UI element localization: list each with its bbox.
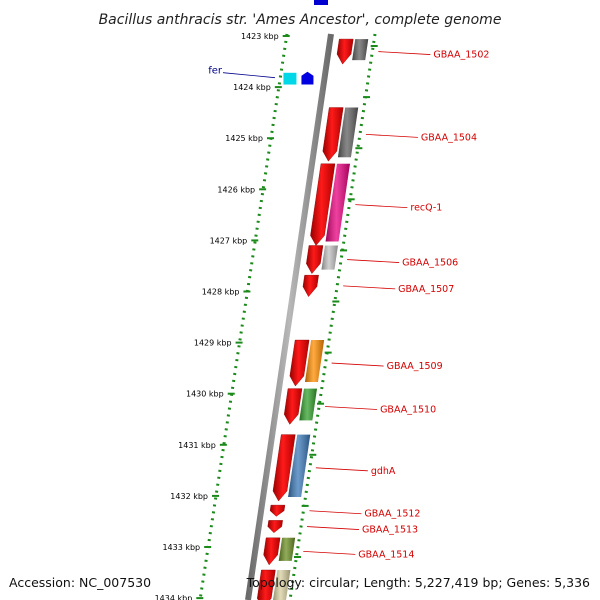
gene-label-leader — [303, 550, 356, 555]
kbp-tick-label: 1432 kbp — [170, 492, 208, 501]
gene-label: GBAA_1504 — [421, 132, 477, 143]
cog-bar — [278, 537, 296, 561]
kbp-tick-label: 1431 kbp — [178, 441, 216, 450]
cog-bar — [337, 107, 359, 158]
gene-arrow — [310, 163, 336, 246]
cog-bar — [321, 245, 338, 270]
gene-label: GBAA_1509 — [387, 361, 443, 372]
gene-label-leader — [309, 510, 362, 515]
gene-label-leader — [307, 526, 360, 530]
kbp-tick-label: 1425 kbp — [225, 134, 263, 143]
kbp-tick-label: 1429 kbp — [194, 339, 232, 348]
genome-title: Bacillus anthracis str. 'Ames Ancestor',… — [99, 12, 502, 28]
gene-arrow — [257, 569, 276, 600]
kbp-tick-label: 1430 kbp — [186, 390, 224, 399]
gene-label-leader — [331, 362, 384, 367]
accession-text: Accession: NC_007530 — [9, 575, 151, 590]
gene-label: gdhA — [371, 466, 396, 477]
gene-label-leader — [325, 406, 378, 410]
cog-bar — [299, 388, 318, 421]
gene-label: recQ-1 — [410, 203, 442, 214]
gene-arrow — [263, 537, 281, 566]
kbp-tick-label: 1427 kbp — [210, 236, 248, 245]
cog-bar — [325, 163, 350, 242]
gene-arrow — [267, 520, 283, 533]
gene-label-leader — [378, 51, 431, 55]
kbp-tick-label: 1428 kbp — [202, 288, 240, 297]
kbp-scale: 1423 kbp 1424 kbp 1425 kbp 1426 kbp 1427 kbp… — [155, 32, 378, 600]
cog-bar — [304, 340, 325, 383]
gene-arrow — [302, 274, 319, 297]
summary-text: Topology: circular; Length: 5,227,419 bp… — [246, 575, 590, 590]
genome-backbone — [245, 33, 334, 600]
gene-label: GBAA_1506 — [402, 258, 458, 269]
kbp-tick-label: 1423 kbp — [241, 32, 279, 41]
gene-arrow — [336, 38, 354, 65]
kbp-tick-label: 1434 kbp — [155, 594, 193, 600]
gene-features — [257, 38, 369, 600]
gene-label: GBAA_1514 — [358, 549, 414, 560]
top-continuation-feature — [314, 0, 328, 5]
gene-label: GBAA_1512 — [364, 509, 420, 520]
gene-label-leader — [315, 467, 368, 472]
left-dotted-line — [198, 33, 289, 600]
cog-bar — [283, 72, 297, 85]
backbone-line — [245, 33, 334, 600]
gene-label: GBAA_1510 — [380, 404, 436, 415]
kbp-tick-label: 1433 kbp — [162, 543, 200, 552]
cog-bar — [288, 434, 311, 498]
gene-label: GBAA_1502 — [433, 50, 489, 61]
gene-arrow — [289, 339, 310, 387]
kbp-tick-label: 1424 kbp — [233, 83, 271, 92]
gene-arrow — [269, 504, 286, 517]
cog-bar — [352, 39, 369, 61]
gene-arrow — [322, 107, 344, 162]
gene-label-leader — [347, 259, 400, 263]
cog-bar — [273, 569, 291, 600]
gene-arrow — [284, 388, 303, 425]
gene-arrow — [301, 71, 314, 85]
gene-label-leader — [355, 204, 408, 209]
gene-arrow — [272, 434, 296, 502]
gene-label: GBAA_1513 — [362, 525, 418, 536]
gene-label: fer — [208, 66, 223, 77]
gene-label-leader — [222, 72, 276, 79]
gene-label-leader — [343, 285, 396, 290]
gene-label: GBAA_1507 — [398, 284, 454, 295]
kbp-tick-label: 1426 kbp — [217, 185, 255, 194]
gene-arrow — [306, 245, 324, 274]
gene-label-leader — [365, 133, 418, 138]
gene-labels: GBAA_1502 GBAA_1504 recQ-1 GBAA_1506 GBAA_15… — [208, 50, 489, 561]
